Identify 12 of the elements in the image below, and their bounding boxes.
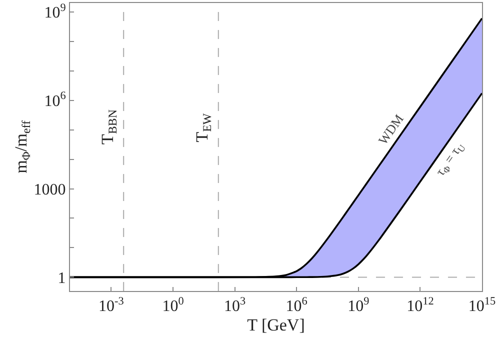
x-axis-title: T [GeV] xyxy=(247,316,305,335)
x-tick-label: 10$^{-3}$ xyxy=(98,295,124,316)
x-tick-label: 10$^{12}$ xyxy=(406,295,434,316)
x-tick-label: 10$^{9}$ xyxy=(348,295,370,316)
y-tick-label: 10$^{9}$ xyxy=(44,2,66,22)
y-tick-label: 1 xyxy=(58,270,66,287)
y-tick-label: 1000 xyxy=(34,181,66,198)
x-tick-label: 10$^{3}$ xyxy=(224,295,246,316)
x-tick-label: 10$^{0}$ xyxy=(162,295,184,316)
x-tick-label: 10$^{15}$ xyxy=(468,295,496,316)
x-tick-label: 10$^{6}$ xyxy=(286,295,308,316)
y-tick-label: 10$^{6}$ xyxy=(44,90,66,110)
